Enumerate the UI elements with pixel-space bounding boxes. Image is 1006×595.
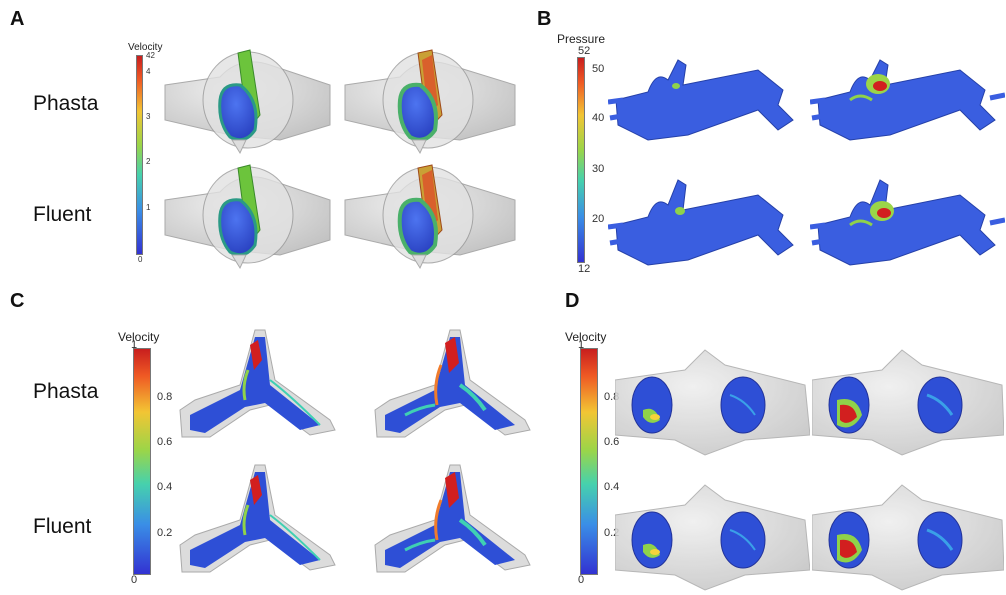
panel-c-row-label-fluent: Fluent xyxy=(33,515,92,538)
panel-b-render-phasta-2 xyxy=(810,40,1005,145)
panel-a-row-label-fluent: Fluent xyxy=(33,203,92,226)
panel-b-render-fluent-2 xyxy=(810,165,1005,270)
panel-d-tick: 0.8 xyxy=(604,391,620,403)
panel-b-tick: 30 xyxy=(592,163,605,175)
panel-b-colorbar-title: Pressure xyxy=(557,32,606,46)
panel-a-letter: A xyxy=(10,8,25,30)
panel-c-letter: C xyxy=(10,290,25,312)
panel-b-tick: 52 xyxy=(578,45,591,57)
panel-a-render-fluent-2 xyxy=(340,155,520,270)
panel-c-colorbar-title: Velocity xyxy=(118,330,160,344)
panel-c-render-fluent-2 xyxy=(365,460,545,580)
panel-b-colorbar xyxy=(577,57,585,263)
panel-b-tick: 20 xyxy=(592,213,605,225)
panel-d-render-phasta-2 xyxy=(812,345,1004,460)
panel-c-colorbar xyxy=(133,348,151,575)
panel-a-colorbar-title: Velocity xyxy=(128,42,163,53)
panel-a-tick: 0 xyxy=(138,255,143,264)
panel-a-render-phasta-1 xyxy=(160,45,335,155)
panel-b-letter: B xyxy=(537,8,552,30)
panel-b-render-phasta-1 xyxy=(608,40,803,145)
panel-d-tick: 0.4 xyxy=(604,481,620,493)
panel-d-tick: 0.6 xyxy=(604,436,620,448)
panel-c-render-phasta-2 xyxy=(365,325,545,445)
panel-a-tick: 2 xyxy=(146,157,151,166)
panel-d-tick: 0 xyxy=(578,574,585,586)
panel-d-render-fluent-1 xyxy=(615,480,810,595)
panel-a-tick: 4 xyxy=(146,67,151,76)
panel-b-tick: 40 xyxy=(592,112,605,124)
panel-c-tick: 0.6 xyxy=(157,436,173,448)
panel-c-tick: 0.4 xyxy=(157,481,173,493)
panel-d-tick: 1 xyxy=(578,339,585,351)
panel-a-tick: 42 xyxy=(146,51,155,60)
panel-a-tick: 3 xyxy=(146,112,151,121)
panel-c-tick: 0.8 xyxy=(157,391,173,403)
panel-c-render-phasta-1 xyxy=(170,325,345,445)
panel-a-render-phasta-2 xyxy=(340,45,520,155)
panel-c-render-fluent-1 xyxy=(170,460,345,580)
panel-b-tick: 50 xyxy=(592,63,605,75)
panel-a-tick: 1 xyxy=(146,203,151,212)
panel-b-tick: 12 xyxy=(578,263,591,275)
panel-c-tick: 0 xyxy=(131,574,138,586)
panel-d-tick: 0.2 xyxy=(604,527,620,539)
panel-a-render-fluent-1 xyxy=(160,155,335,270)
panel-a-colorbar xyxy=(136,55,143,255)
panel-d-render-fluent-2 xyxy=(812,480,1004,595)
panel-c-tick: 0.2 xyxy=(157,527,173,539)
panel-b-render-fluent-1 xyxy=(608,165,803,270)
panel-c-tick: 1 xyxy=(131,339,138,351)
panel-a-row-label-phasta: Phasta xyxy=(33,92,99,115)
panel-d-colorbar xyxy=(580,348,598,575)
panel-c-row-label-phasta: Phasta xyxy=(33,380,99,403)
panel-d-colorbar-title: Velocity xyxy=(565,330,607,344)
panel-d-letter: D xyxy=(565,290,580,312)
panel-d-render-phasta-1 xyxy=(615,345,810,460)
